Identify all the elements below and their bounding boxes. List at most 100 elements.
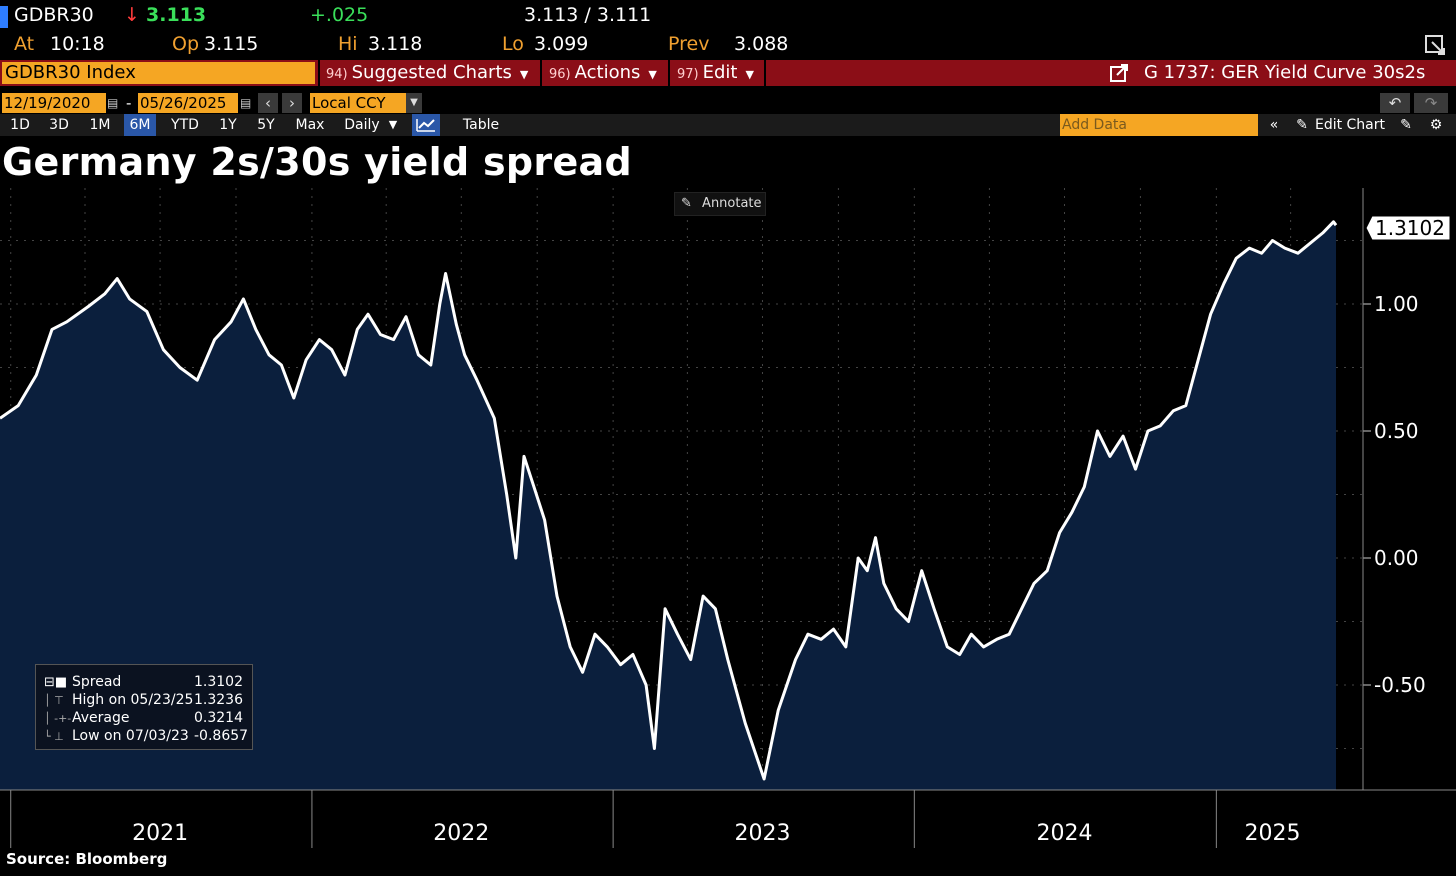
x-tick-label: 2025 bbox=[1244, 821, 1300, 846]
range-toolbar: 1D 3D 1M 6M YTD 1Y 5Y Max Daily ▼ Table … bbox=[0, 114, 1456, 136]
prev-label: Prev bbox=[668, 33, 710, 55]
y-tick-label: 1.00 bbox=[1374, 292, 1419, 316]
security-field[interactable]: GDBR30 Index bbox=[2, 62, 315, 84]
collapse-icon[interactable]: « bbox=[1269, 117, 1279, 133]
last-price: 3.113 bbox=[146, 4, 207, 26]
next-period-button[interactable]: › bbox=[282, 93, 302, 113]
edit-num: 97) bbox=[677, 67, 699, 82]
source-note: Source: Bloomberg bbox=[6, 850, 168, 868]
x-tick-label: 2023 bbox=[734, 821, 790, 846]
ticker-marker bbox=[0, 6, 8, 28]
legend[interactable]: ⊟■ Spread 1.3102 │ ⊤ High on 05/23/25 1.3236… bbox=[35, 664, 253, 750]
actions-label: Actions bbox=[574, 62, 641, 83]
line-chart-icon[interactable] bbox=[412, 114, 440, 136]
legend-spread-label: Spread bbox=[72, 674, 122, 690]
price-change: +.025 bbox=[310, 4, 369, 26]
low-label: Lo bbox=[502, 33, 524, 55]
gear-icon[interactable]: ⚙ bbox=[1429, 117, 1443, 133]
prev-value: 3.088 bbox=[734, 33, 789, 55]
start-date-input[interactable]: 12/19/2020 bbox=[2, 93, 106, 113]
menu-separator bbox=[668, 60, 670, 86]
calendar-icon[interactable]: ▤ bbox=[107, 96, 119, 110]
end-date-input[interactable]: 05/26/2025 bbox=[138, 93, 238, 113]
table-button[interactable]: Table bbox=[462, 117, 500, 133]
caret-down-icon: ▼ bbox=[519, 68, 529, 81]
range-1m[interactable]: 1M bbox=[89, 117, 111, 133]
caret-down-icon: ▼ bbox=[648, 68, 657, 81]
range-max[interactable]: Max bbox=[295, 117, 325, 133]
legend-spread-value: 1.3102 bbox=[194, 674, 243, 690]
currency-select[interactable]: Local CCY bbox=[310, 93, 406, 113]
bid-ask: 3.113 / 3.111 bbox=[524, 4, 652, 26]
y-tick-label: 0.50 bbox=[1374, 419, 1419, 443]
pencil-icon: ✎ bbox=[681, 196, 692, 211]
high-marker-icon: │ ⊤ bbox=[44, 694, 64, 707]
edit-label: Edit bbox=[702, 62, 738, 83]
annotate-label: Annotate bbox=[702, 196, 762, 211]
date-separator: - bbox=[126, 94, 132, 112]
average-marker-icon: │ -+- bbox=[44, 712, 72, 725]
chevron-down-icon[interactable]: ▼ bbox=[406, 93, 422, 113]
external-link-icon[interactable] bbox=[1108, 62, 1130, 84]
redo-icon[interactable]: ↷ bbox=[1414, 93, 1448, 113]
x-tick-label: 2022 bbox=[433, 821, 489, 846]
actions-num: 96) bbox=[549, 67, 571, 82]
edit-annotation-icon[interactable]: ✎ bbox=[1400, 117, 1412, 133]
low-marker-icon: └ ⊥ bbox=[44, 730, 64, 743]
add-data-input[interactable]: Add Data bbox=[1060, 114, 1258, 136]
y-tick-label: 0.00 bbox=[1374, 546, 1419, 570]
suggested-charts-menu[interactable]: 94) Suggested Charts ▼ bbox=[326, 60, 529, 86]
open-value: 3.115 bbox=[204, 33, 259, 55]
popout-icon[interactable] bbox=[1424, 34, 1446, 56]
y-axis: 1.00 0.50 0.00 -0.50 bbox=[1363, 292, 1426, 697]
calendar-icon[interactable]: ▤ bbox=[240, 96, 252, 110]
actions-menu[interactable]: 96) Actions ▼ bbox=[549, 60, 657, 86]
range-6m[interactable]: 6M bbox=[124, 114, 156, 136]
page-title: Germany 2s/30s yield spread bbox=[2, 140, 632, 184]
undo-icon[interactable]: ↶ bbox=[1380, 93, 1410, 113]
range-ytd[interactable]: YTD bbox=[171, 117, 199, 133]
spread-line bbox=[0, 220, 1338, 781]
suggested-label: Suggested Charts bbox=[351, 62, 512, 83]
annotate-button[interactable]: ✎ Annotate bbox=[674, 192, 766, 216]
suggested-num: 94) bbox=[326, 67, 348, 82]
pencil-icon[interactable]: ✎ bbox=[1296, 117, 1308, 133]
last-value-label: 1.3102 bbox=[1375, 216, 1445, 240]
menu-separator bbox=[318, 60, 320, 86]
legend-low-label: Low on 07/03/23 bbox=[72, 728, 189, 744]
spread-area bbox=[0, 221, 1336, 791]
menu-separator bbox=[540, 60, 542, 86]
chart-name: G 1737: GER Yield Curve 30s2s bbox=[1144, 60, 1426, 86]
high-label: Hi bbox=[338, 33, 358, 55]
range-3d[interactable]: 3D bbox=[49, 117, 69, 133]
range-5y[interactable]: 5Y bbox=[257, 117, 275, 133]
series-square-icon: ⊟■ bbox=[44, 675, 68, 690]
legend-avg-label: Average bbox=[72, 710, 130, 726]
open-label: Op bbox=[172, 33, 200, 55]
prev-period-button[interactable]: ‹ bbox=[258, 93, 278, 113]
spread-chart: 1.00 0.50 0.00 -0.50 2021 2022 2023 2024 2025 1… bbox=[0, 188, 1456, 848]
last-value-tag: 1.3102 bbox=[1365, 215, 1451, 241]
chevron-down-icon[interactable]: ▼ bbox=[388, 118, 398, 131]
down-arrow-icon: ↓ bbox=[124, 4, 140, 26]
legend-low-value: -0.8657 bbox=[194, 728, 249, 744]
y-tick-label: -0.50 bbox=[1374, 673, 1426, 697]
x-axis: 2021 2022 2023 2024 2025 bbox=[10, 790, 1300, 848]
period-select[interactable]: Daily bbox=[344, 117, 380, 133]
x-tick-label: 2021 bbox=[132, 821, 188, 846]
edit-menu[interactable]: 97) Edit ▼ bbox=[677, 60, 754, 86]
menu-separator bbox=[764, 60, 766, 86]
high-value: 3.118 bbox=[368, 33, 423, 55]
caret-down-icon: ▼ bbox=[745, 68, 754, 81]
legend-high-value: 1.3236 bbox=[194, 692, 243, 708]
low-value: 3.099 bbox=[534, 33, 589, 55]
legend-avg-value: 0.3214 bbox=[194, 710, 243, 726]
range-1d[interactable]: 1D bbox=[10, 117, 30, 133]
edit-chart-button[interactable]: Edit Chart bbox=[1314, 117, 1386, 133]
legend-high-label: High on 05/23/25 bbox=[72, 692, 194, 708]
x-tick-label: 2024 bbox=[1037, 821, 1093, 846]
at-label: At bbox=[14, 33, 35, 55]
range-1y[interactable]: 1Y bbox=[219, 117, 237, 133]
at-value: 10:18 bbox=[50, 33, 105, 55]
ticker[interactable]: GDBR30 bbox=[14, 4, 94, 26]
